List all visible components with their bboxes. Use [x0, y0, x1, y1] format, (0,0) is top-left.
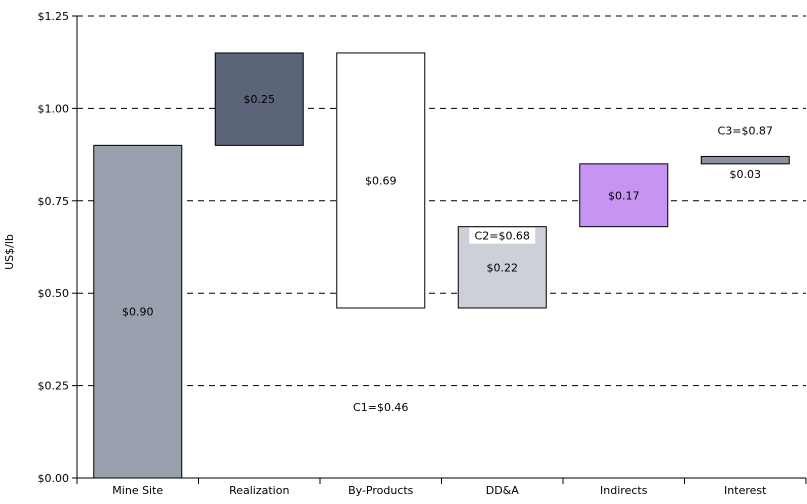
grid-lines: [77, 15, 806, 387]
x-tick-label: Realization: [229, 484, 289, 497]
bar-indirects: [579, 163, 669, 228]
value-label: $0.22: [487, 261, 519, 274]
value-label: $0.25: [244, 93, 276, 106]
annotation-c3: C3=$0.87: [718, 124, 773, 137]
bar-mine-site: [93, 144, 183, 479]
annotation-c2: C2=$0.68: [475, 230, 530, 243]
y-tick-label: $0.25: [38, 380, 70, 393]
annotation-c2-background: [469, 227, 536, 244]
labels: $0.90 $0.25 $0.69 $0.22 $0.17 $0.03 C1=$0.46 C2…: [122, 93, 773, 414]
y-tick-label: $0.00: [38, 472, 70, 485]
value-label: $0.69: [365, 174, 397, 187]
bar-by-products: [336, 52, 426, 309]
annotation-c1: C1=$0.46: [353, 401, 408, 414]
y-tick-label: $1.00: [38, 102, 70, 115]
value-label: $0.17: [608, 189, 640, 202]
x-tick-label: By-Products: [348, 484, 414, 497]
y-axis-label: US$/lb: [3, 234, 16, 270]
value-label: $0.03: [730, 168, 762, 181]
axes: $0.00 $0.25 $0.50 $0.75 $1.00 $1.25 Mine Site R…: [38, 10, 807, 497]
x-tick-label: Mine Site: [112, 484, 163, 497]
bar-interest: [700, 155, 790, 165]
value-label: $0.90: [122, 306, 154, 319]
x-tick-label: Interest: [724, 484, 767, 497]
x-tick-label: Indirects: [600, 484, 648, 497]
y-tick-label: $0.50: [38, 287, 70, 300]
bars: [93, 52, 790, 479]
bar-realization: [214, 52, 304, 146]
y-tick-label: $1.25: [38, 10, 70, 23]
y-tick-label: $0.75: [38, 195, 70, 208]
x-tick-label: DD&A: [486, 484, 520, 497]
